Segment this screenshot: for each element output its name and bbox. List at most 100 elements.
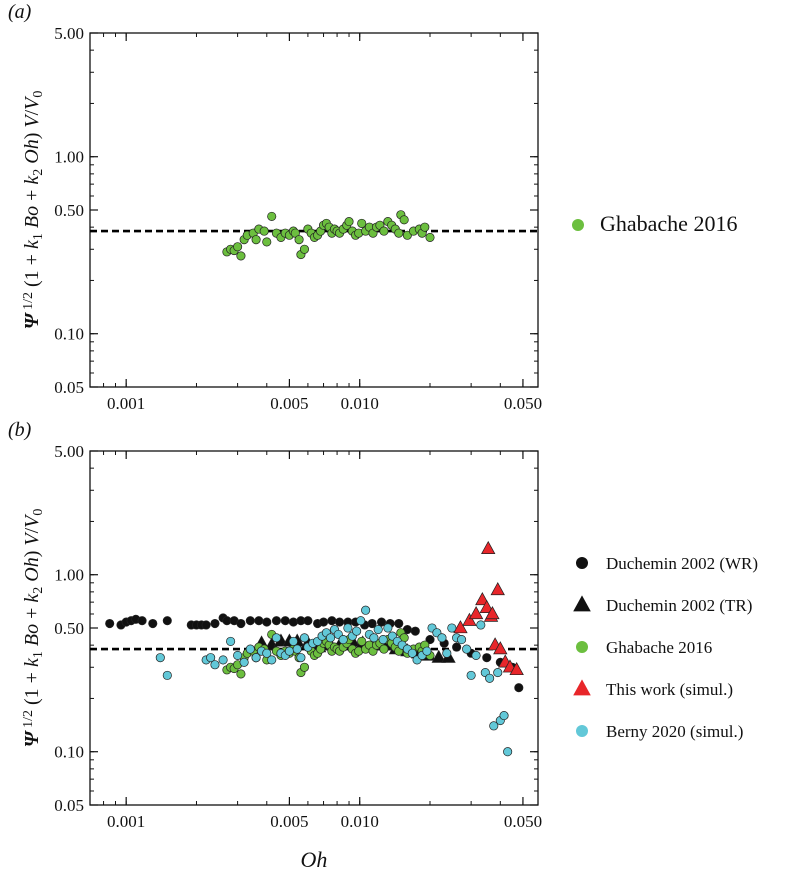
data-point <box>468 606 484 620</box>
legend-marker <box>573 595 591 612</box>
legend-marker <box>576 725 588 737</box>
data-point <box>267 211 277 221</box>
legend-label: Ghabache 2016 <box>600 211 737 236</box>
y-tick-label: 0.10 <box>54 325 84 344</box>
y-axis-label: Ψ 1/2 (1 + k1 Bo + k2 Oh) V/V0 <box>21 509 46 748</box>
data-point <box>201 620 211 630</box>
minor-ticks <box>89 450 538 806</box>
data-point <box>251 235 261 245</box>
series-ghabache-2016 <box>222 210 435 261</box>
data-point <box>367 618 377 629</box>
data-point <box>262 648 272 658</box>
x-tick-label: 0.005 <box>270 394 308 413</box>
data-point <box>299 662 310 672</box>
data-point <box>422 646 432 656</box>
data-point <box>394 228 404 238</box>
y-tick-label: 0.50 <box>54 201 84 220</box>
data-point <box>493 668 503 678</box>
data-point <box>271 633 281 643</box>
data-point <box>105 618 115 629</box>
data-point <box>338 635 348 645</box>
panel-label: (b) <box>8 419 32 441</box>
data-point <box>262 237 272 247</box>
data-point <box>296 653 306 663</box>
panel-a: 0.001 0.005 0.010 0.050 0.05 0.10 0.50 1.00 5.00… <box>8 1 737 413</box>
data-point <box>318 617 329 627</box>
data-point <box>162 616 172 626</box>
y-tick-label: 0.10 <box>54 743 84 762</box>
data-point <box>148 618 158 629</box>
data-point <box>394 618 404 629</box>
data-point <box>475 592 490 606</box>
series-berny-2020-simul- <box>155 605 513 757</box>
legend-label: Berny 2020 (simul.) <box>606 722 743 741</box>
data-point <box>251 653 261 663</box>
data-point <box>481 540 496 555</box>
data-point <box>245 644 255 654</box>
data-point <box>442 648 452 658</box>
panel-b: 0.001 0.005 0.010 0.050 0.05 0.10 0.50 1.00 5.00… <box>8 419 758 872</box>
data-point <box>503 747 513 757</box>
data-point <box>267 655 277 665</box>
legend-marker <box>576 641 588 653</box>
legend-marker <box>576 557 588 569</box>
data-point <box>410 626 420 636</box>
legend-marker <box>573 679 591 696</box>
data-point <box>466 670 476 680</box>
data-point <box>288 636 298 646</box>
data-point <box>479 599 494 613</box>
data-point <box>485 673 495 683</box>
data-point <box>259 226 269 236</box>
data-point <box>485 606 500 620</box>
data-point <box>489 721 499 731</box>
data-point <box>292 644 302 654</box>
data-point <box>344 217 354 227</box>
x-tick-label: 0.001 <box>107 812 145 831</box>
x-tick-label: 0.005 <box>270 812 308 831</box>
data-point <box>378 635 388 645</box>
data-point <box>383 623 393 633</box>
plot-frame <box>89 32 539 388</box>
data-point <box>155 653 165 663</box>
data-point <box>379 226 389 236</box>
data-point <box>303 616 313 626</box>
x-tick-label: 0.010 <box>341 812 379 831</box>
data-point <box>294 235 304 245</box>
data-point <box>206 653 216 663</box>
data-point <box>239 657 249 667</box>
data-point <box>280 616 290 626</box>
data-point <box>233 242 243 252</box>
data-point <box>299 633 310 643</box>
x-tick-label: 0.001 <box>107 394 145 413</box>
y-tick-label: 1.00 <box>54 566 84 585</box>
x-tick-label: 0.050 <box>504 812 542 831</box>
y-tick-label: 0.50 <box>54 619 84 638</box>
y-tick-label: 0.05 <box>54 796 84 815</box>
plot-frame <box>89 450 539 806</box>
data-point <box>343 623 353 633</box>
legend-marker <box>572 219 584 231</box>
data-point <box>271 616 281 626</box>
data-point <box>369 633 379 643</box>
data-point <box>379 644 389 654</box>
data-point <box>218 655 228 665</box>
data-point <box>226 636 236 646</box>
legend-label: Duchemin 2002 (TR) <box>606 596 752 615</box>
data-point <box>236 618 246 629</box>
data-point <box>493 641 508 655</box>
data-point <box>210 660 220 670</box>
data-point <box>499 711 509 721</box>
data-point <box>471 650 481 660</box>
data-point <box>453 620 468 634</box>
data-point <box>425 232 435 242</box>
data-point <box>447 623 457 633</box>
data-point <box>399 215 409 225</box>
y-tick-label: 5.00 <box>54 24 84 43</box>
x-tick-label: 0.010 <box>341 394 379 413</box>
data-point <box>327 616 337 626</box>
data-point <box>162 670 172 680</box>
legend: Duchemin 2002 (WR) Duchemin 2002 (TR) Ghab… <box>573 554 758 741</box>
data-point <box>299 244 310 254</box>
data-point <box>236 669 246 679</box>
